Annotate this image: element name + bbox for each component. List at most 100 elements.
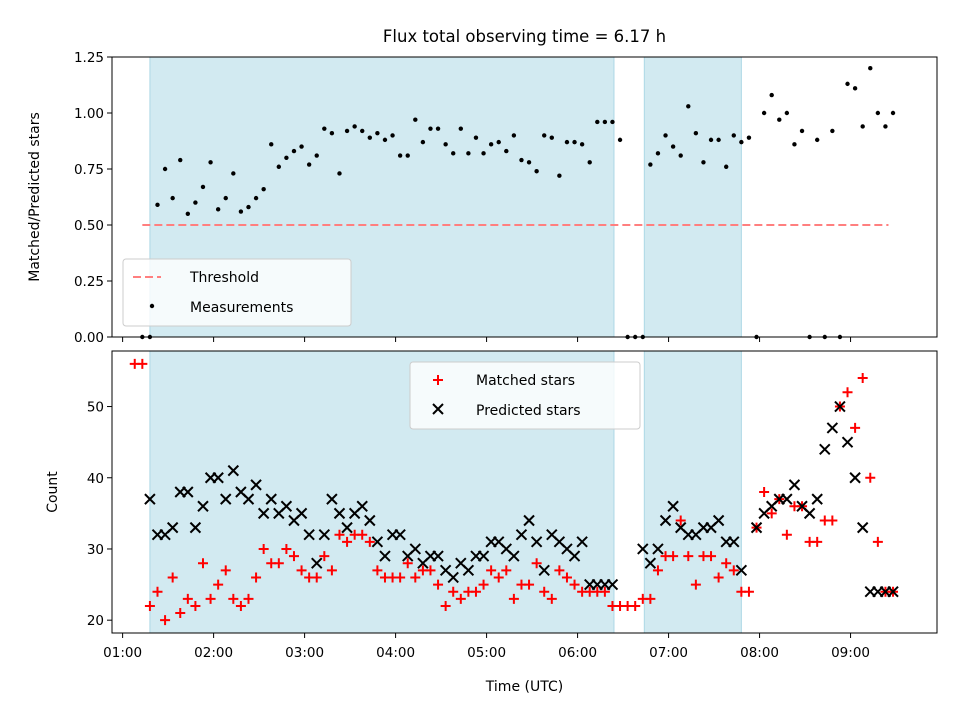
matched-star-point — [690, 579, 701, 590]
y-tick-label: 20 — [87, 613, 104, 629]
predicted-star-point — [197, 500, 209, 512]
predicted-star-point — [530, 536, 543, 548]
predicted-star-point — [364, 514, 376, 527]
measurement-point — [564, 139, 570, 145]
measurement-point — [542, 133, 547, 138]
measurement-point — [223, 195, 228, 201]
matched-star-point — [455, 593, 466, 604]
measurement-point — [670, 144, 676, 149]
measurement-point — [868, 66, 873, 71]
y-tick-label: 40 — [87, 471, 104, 487]
predicted-star-point — [242, 493, 255, 505]
matched-star-point — [137, 358, 148, 369]
predicted-star-point — [166, 521, 179, 534]
matched-star-point — [281, 543, 292, 554]
measurement-point — [663, 133, 668, 138]
predicted-star-point — [568, 550, 581, 562]
matched-star-point — [652, 565, 663, 576]
matched-star-point — [425, 565, 436, 576]
measurement-point — [534, 169, 539, 174]
matched-star-point — [486, 565, 497, 576]
measurement-point — [655, 151, 661, 156]
matched-star-point — [440, 600, 451, 611]
predicted-star-point — [144, 493, 156, 505]
predicted-star-point — [182, 486, 194, 498]
measurement-point — [420, 139, 426, 145]
matched-star-point — [296, 565, 307, 576]
predicted-star-point — [849, 472, 861, 484]
measurement-point — [557, 173, 562, 178]
legend-matched-swatch — [433, 375, 443, 385]
matched-star-point — [781, 529, 792, 540]
predicted-star-point — [447, 571, 459, 584]
measurement-point — [178, 157, 183, 163]
predicted-star-point — [220, 493, 232, 505]
measurement-point — [200, 184, 206, 190]
matched-star-point — [258, 543, 269, 554]
legend-measurements-label: Measurements — [190, 300, 293, 316]
predicted-star-point — [295, 507, 308, 520]
legend-box — [122, 258, 352, 327]
top-legend: Threshold Measurements — [122, 258, 352, 327]
matched-star-point — [857, 373, 868, 384]
measurement-point — [413, 117, 418, 122]
predicted-star-point — [667, 500, 679, 512]
measurement-point — [830, 128, 835, 134]
predicted-star-point — [652, 543, 664, 555]
matched-star-point — [167, 572, 178, 583]
x-tick-label: 07:00 — [649, 645, 688, 661]
x-tick-label: 03:00 — [285, 645, 324, 661]
measurement-point — [481, 151, 486, 156]
y-tick-label: 50 — [87, 400, 104, 416]
predicted-star-point — [227, 464, 240, 477]
predicted-star-point — [356, 500, 368, 512]
predicted-star-point — [250, 479, 262, 491]
matched-star-point — [842, 387, 853, 398]
measurement-point — [231, 171, 236, 176]
measurement-point — [284, 155, 289, 160]
x-tick-label: 06:00 — [558, 645, 597, 661]
matched-star-point — [364, 536, 375, 547]
measurement-point — [739, 139, 744, 145]
matched-star-point — [175, 608, 186, 619]
predicted-star-point — [432, 550, 444, 562]
predicted-star-point — [644, 557, 657, 569]
x-tick-label: 02:00 — [194, 645, 233, 661]
predicted-star-point — [750, 521, 763, 534]
top-panel: 0.00 0.25 0.50 0.75 1.00 1.25 Flux total obse… — [27, 27, 938, 346]
top-x-ticks — [122, 337, 852, 342]
matched-star-point — [865, 472, 876, 483]
top-y-ticks: 0.00 0.25 0.50 0.75 1.00 1.25 — [74, 50, 112, 346]
measurement-point — [458, 126, 464, 131]
measurement-point — [845, 81, 850, 87]
matched-star-point — [213, 579, 224, 590]
predicted-star-point — [811, 493, 823, 505]
y-tick-label: 30 — [87, 542, 104, 558]
matched-star-point — [319, 551, 330, 562]
measurement-point — [587, 160, 592, 165]
measurement-point — [291, 148, 297, 154]
matched-star-point — [827, 515, 838, 526]
predicted-star-point — [280, 500, 293, 512]
measurement-point — [746, 135, 752, 140]
top-axes-frame — [111, 56, 938, 338]
x-axis-label: Time (UTC) — [485, 679, 563, 695]
matched-star-point — [220, 565, 231, 576]
measurement-point — [777, 117, 782, 122]
measurement-point — [724, 164, 729, 169]
matched-star-point — [311, 572, 322, 583]
matched-star-point — [675, 515, 686, 526]
matched-star-point — [872, 536, 883, 547]
measurement-point — [860, 124, 865, 129]
legend-threshold-label: Threshold — [189, 270, 259, 286]
bottom-y-axis-label: Count — [45, 471, 61, 513]
predicted-star-point — [508, 550, 520, 562]
matched-star-point — [326, 565, 337, 576]
matched-star-point — [190, 600, 201, 611]
legend-predicted-swatch — [432, 403, 444, 415]
predicted-star-point — [212, 472, 224, 484]
matched-star-point — [470, 586, 481, 597]
measurement-point — [382, 137, 388, 143]
predicted-star-point — [576, 536, 588, 548]
